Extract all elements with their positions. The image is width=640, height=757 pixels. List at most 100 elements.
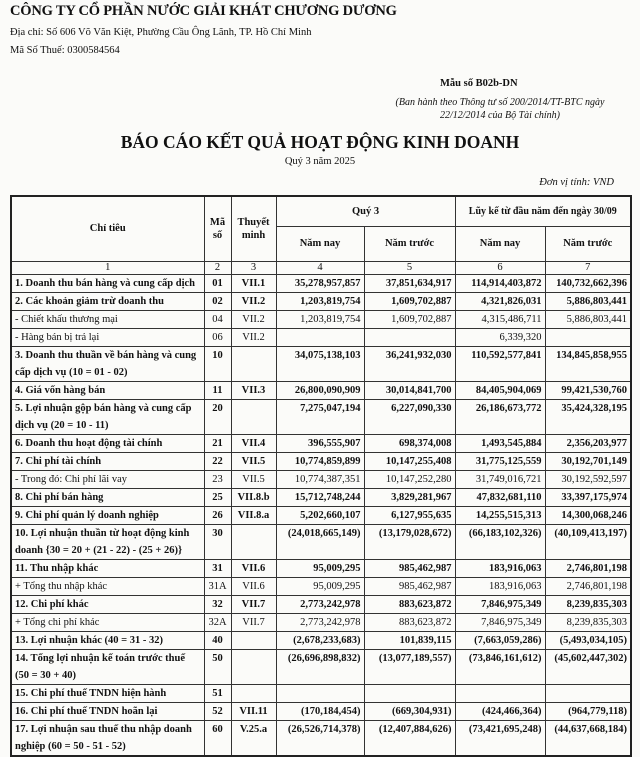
row-note: V.25.a xyxy=(230,719,277,756)
ytd-last-year-value: (5,493,034,105) xyxy=(544,630,632,650)
circular-line-2: 22/12/2014 của Bộ Tài chính) xyxy=(440,110,560,121)
quarter-last-year-value: (13,077,189,557) xyxy=(363,648,456,685)
column-number: 7 xyxy=(544,260,632,275)
row-note: VII.4 xyxy=(230,433,277,453)
quarter-last-year-value: 6,127,955,635 xyxy=(363,505,456,525)
circular-line-1: (Ban hành theo Thông tư số 200/2014/TT-B… xyxy=(395,97,605,108)
quarter-last-year-value: 883,623,872 xyxy=(363,612,456,632)
row-code: 10 xyxy=(203,345,232,382)
row-code: 22 xyxy=(203,451,232,471)
row-item: 5. Lợi nhuận gộp bán hàng và cung cấp dị… xyxy=(10,398,205,435)
row-note xyxy=(230,683,277,703)
row-item: 3. Doanh thu thuần về bán hàng và cung c… xyxy=(10,345,205,382)
form-number: Mẫu số B02b-DN xyxy=(440,78,518,89)
ytd-last-year-value xyxy=(544,327,632,347)
ytd-last-year-value: (40,109,413,197) xyxy=(544,523,632,560)
circular-reference: (Ban hành theo Thông tư số 200/2014/TT-B… xyxy=(380,96,620,122)
ytd-last-year-value: 30,192,701,149 xyxy=(544,451,632,471)
ytd-last-year-value: (45,602,447,302) xyxy=(544,648,632,685)
row-note: VII.7 xyxy=(230,594,277,614)
quarter-last-year-value: 30,014,841,700 xyxy=(363,380,456,400)
ytd-this-year-value: (73,846,161,612) xyxy=(454,648,546,685)
quarter-last-year-value: (12,407,884,626) xyxy=(363,719,456,756)
row-code: 30 xyxy=(203,523,232,560)
ytd-this-year-value: 6,339,320 xyxy=(454,327,546,347)
quarter-this-year-value: 2,773,242,978 xyxy=(275,594,365,614)
column-number: 6 xyxy=(454,260,546,275)
quarter-this-year-value: 10,774,859,899 xyxy=(275,451,365,471)
row-item: 4. Giá vốn hàng bán xyxy=(10,380,205,400)
quarter-this-year-value: (170,184,454) xyxy=(275,701,365,721)
quarter-this-year-value: 10,774,387,351 xyxy=(275,469,365,489)
table-row: 8. Chi phí bán hàng 25 VII.8.b 15,712,748,2… xyxy=(10,487,632,507)
tax-code: Mã Số Thuế: 0300584564 xyxy=(10,45,120,56)
column-number: 2 xyxy=(203,260,232,275)
row-code: 20 xyxy=(203,398,232,435)
ytd-this-year-value: 7,846,975,349 xyxy=(454,612,546,632)
column-number: 3 xyxy=(230,260,277,275)
quarter-last-year-value: 985,462,987 xyxy=(363,558,456,578)
row-item: + Tổng chi phí khác xyxy=(10,612,205,632)
row-code: 11 xyxy=(203,380,232,400)
row-item: 11. Thu nhập khác xyxy=(10,558,205,578)
row-item: - Trong đó: Chi phí lãi vay xyxy=(10,469,205,489)
quarter-this-year-value: (24,018,665,149) xyxy=(275,523,365,560)
quarter-last-year-value: 36,241,932,030 xyxy=(363,345,456,382)
report-title: BÁO CÁO KẾT QUẢ HOẠT ĐỘNG KINH DOANH xyxy=(120,132,520,152)
row-code: 31 xyxy=(203,558,232,578)
quarter-this-year-value: (26,526,714,378) xyxy=(275,719,365,756)
table-row: 14. Tổng lợi nhuận kế toán trước thuế (5… xyxy=(10,648,632,685)
row-item: 17. Lợi nhuận sau thuế thu nhập doanh ng… xyxy=(10,719,205,756)
ytd-this-year-value xyxy=(454,683,546,703)
quarter-this-year-value: (26,696,898,832) xyxy=(275,648,365,685)
header-ytd: Lũy kế từ đầu năm đến ngày 30/09 xyxy=(454,195,632,227)
table-row: + Tổng thu nhập khác 31A VII.6 95,009,295 98… xyxy=(10,576,632,596)
quarter-last-year-value: 10,147,252,280 xyxy=(363,469,456,489)
ytd-last-year-value: 8,239,835,303 xyxy=(544,594,632,614)
quarter-last-year-value: 3,829,281,967 xyxy=(363,487,456,507)
ytd-last-year-value: 140,732,662,396 xyxy=(544,273,632,293)
row-item: 1. Doanh thu bán hàng và cung cấp dịch xyxy=(10,273,205,293)
ytd-this-year-value: 31,775,125,559 xyxy=(454,451,546,471)
quarter-this-year-value: 2,773,242,978 xyxy=(275,612,365,632)
header-code: Mã số xyxy=(203,195,232,262)
table-row: 15. Chi phí thuế TNDN hiện hành 51 xyxy=(10,683,632,703)
table-row: 2. Các khoản giảm trừ doanh thu 02 VII.2 1,… xyxy=(10,291,632,311)
ytd-last-year-value: (964,779,118) xyxy=(544,701,632,721)
quarter-this-year-value: (2,678,233,683) xyxy=(275,630,365,650)
ytd-this-year-value: (66,183,102,326) xyxy=(454,523,546,560)
ytd-this-year-value: 110,592,577,841 xyxy=(454,345,546,382)
ytd-last-year-value: 35,424,328,195 xyxy=(544,398,632,435)
row-note: VII.1 xyxy=(230,273,277,293)
row-item: 16. Chi phí thuế TNDN hoãn lại xyxy=(10,701,205,721)
ytd-last-year-value: 2,746,801,198 xyxy=(544,558,632,578)
row-note: VII.11 xyxy=(230,701,277,721)
ytd-this-year-value: 1,493,545,884 xyxy=(454,433,546,453)
ytd-last-year-value: 14,300,068,246 xyxy=(544,505,632,525)
ytd-last-year-value: 8,239,835,303 xyxy=(544,612,632,632)
table-row: 6. Doanh thu hoạt động tài chính 21 VII.4 3… xyxy=(10,433,632,453)
ytd-this-year-value: (7,663,059,286) xyxy=(454,630,546,650)
table-row: 10. Lợi nhuận thuần từ hoạt động kinh do… xyxy=(10,523,632,560)
row-item: 13. Lợi nhuận khác (40 = 31 - 32) xyxy=(10,630,205,650)
row-note: VII.7 xyxy=(230,612,277,632)
column-number: 5 xyxy=(363,260,456,275)
row-note xyxy=(230,630,277,650)
row-code: 32A xyxy=(203,612,232,632)
row-item: 2. Các khoản giảm trừ doanh thu xyxy=(10,291,205,311)
quarter-this-year-value: 15,712,748,244 xyxy=(275,487,365,507)
ytd-this-year-value: 26,186,673,772 xyxy=(454,398,546,435)
ytd-last-year-value: 5,886,803,441 xyxy=(544,309,632,329)
company-name: CÔNG TY CỔ PHẦN NƯỚC GIẢI KHÁT CHƯƠNG DƯ… xyxy=(10,3,397,19)
row-item: 8. Chi phí bán hàng xyxy=(10,487,205,507)
row-item: + Tổng thu nhập khác xyxy=(10,576,205,596)
ytd-last-year-value: 2,356,203,977 xyxy=(544,433,632,453)
ytd-last-year-value: 134,845,858,955 xyxy=(544,345,632,382)
table-row: 11. Thu nhập khác 31 VII.6 95,009,295 985,46… xyxy=(10,558,632,578)
quarter-this-year-value: 5,202,660,107 xyxy=(275,505,365,525)
row-code: 06 xyxy=(203,327,232,347)
quarter-last-year-value: (13,179,028,672) xyxy=(363,523,456,560)
row-code: 01 xyxy=(203,273,232,293)
ytd-last-year-value: 5,886,803,441 xyxy=(544,291,632,311)
ytd-this-year-value: 4,321,826,031 xyxy=(454,291,546,311)
